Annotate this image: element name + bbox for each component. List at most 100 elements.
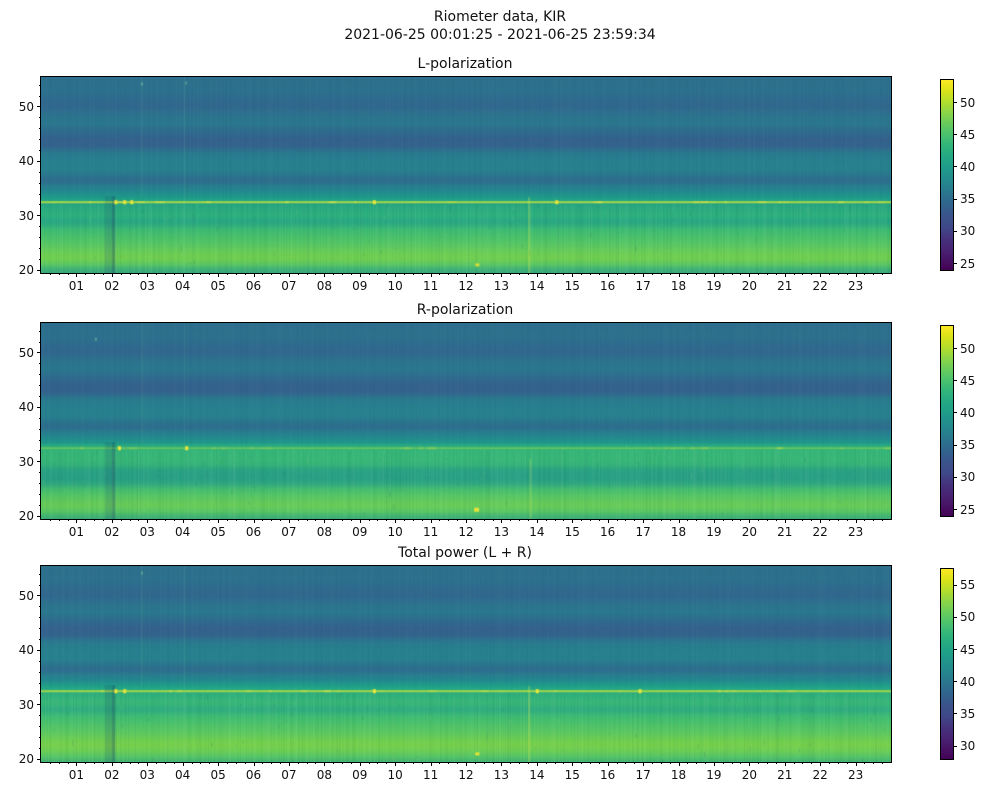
x-minor-tick [492,762,494,764]
x-major-tick [395,519,397,523]
colorbar-tick [953,476,957,478]
x-minor-tick [85,519,87,521]
y-minor-tick [39,472,41,474]
x-major-tick [572,762,574,766]
x-major-tick [820,762,822,766]
y-minor-tick [39,504,41,506]
x-minor-tick [731,762,733,764]
x-minor-tick [687,519,689,521]
x-minor-tick [545,273,547,275]
x-minor-tick [49,273,51,275]
y-minor-tick [39,639,41,640]
x-minor-tick [191,762,193,764]
y-minor-tick [39,660,41,662]
x-minor-tick [457,273,459,275]
y-minor-tick [39,428,41,430]
x-minor-tick [651,519,653,521]
x-minor-tick [67,519,69,521]
x-tick-label: 16 [600,525,616,539]
x-minor-tick [846,762,848,764]
colorbar-tick-label: 30 [960,224,976,239]
x-major-tick [466,273,467,277]
x-minor-tick [696,519,698,521]
x-minor-tick [138,273,140,275]
x-major-tick [713,762,715,766]
x-tick-label: 19 [706,768,722,782]
x-minor-tick [722,519,724,521]
x-minor-tick [102,519,104,521]
x-tick-label: 13 [493,768,510,782]
x-major-tick [182,762,184,766]
x-minor-tick [280,273,282,275]
y-minor-tick [39,374,41,376]
x-minor-tick [767,519,769,521]
y-tick-label: 30 [18,697,34,712]
x-minor-tick [297,273,299,275]
x-minor-tick [589,273,591,275]
x-major-tick [678,762,680,766]
y-minor-tick [39,682,41,684]
x-minor-tick [138,519,140,521]
x-tick-label: 21 [777,525,793,539]
x-minor-tick [767,762,769,764]
x-minor-tick [634,273,636,275]
x-minor-tick [235,762,237,764]
x-minor-tick [802,273,804,275]
x-major-tick [288,273,290,277]
x-minor-tick [589,762,591,764]
x-minor-tick [589,519,591,521]
x-major-tick [643,273,645,277]
y-minor-tick [39,182,41,184]
x-minor-tick [474,273,476,275]
x-minor-tick [882,273,884,275]
x-tick-label: 09 [352,279,368,293]
x-minor-tick [837,519,839,521]
x-major-tick [643,519,645,523]
colorbar-r-polarization: 25 30 35 40 45 50 [940,325,975,517]
x-minor-tick [58,273,60,275]
x-minor-tick [129,519,131,521]
y-major-tick [37,106,41,108]
x-minor-tick [545,762,547,764]
x-tick-label: 02 [104,279,120,293]
x-major-tick [855,519,857,523]
heatmap-panel-l-polarization: 01 02 03 04 05 06 07 08 09 10 11 12 13 14 15 16 17 18 19 20… [19,76,892,293]
x-major-tick [466,519,467,523]
heatmap-canvas-total-power [41,566,891,762]
x-tick-label: 23 [847,768,864,782]
x-major-tick [536,273,538,277]
x-minor-tick [581,273,583,275]
x-tick-label: 01 [68,768,85,782]
x-minor-tick [94,273,96,275]
x-minor-tick [368,273,370,275]
x-tick-label: 17 [635,279,651,293]
x-minor-tick [280,519,282,521]
x-tick-label: 20 [741,768,757,782]
colorbar-tick-label: 35 [960,706,976,721]
x-minor-tick [297,519,299,521]
x-minor-tick [554,273,556,275]
x-tick-label: 09 [352,768,368,782]
x-minor-tick [102,273,104,275]
x-minor-tick [67,762,69,764]
x-minor-tick [200,762,202,764]
y-minor-tick [39,226,41,228]
x-tick-label: 16 [600,279,616,293]
colorbar-tick-label: 45 [960,127,976,142]
y-minor-tick [39,606,41,608]
y-minor-tick [39,617,41,619]
x-minor-tick [660,273,662,275]
x-major-tick [324,762,326,766]
x-minor-tick [616,519,618,521]
x-tick-label: 22 [812,525,828,539]
x-minor-tick [342,762,344,764]
x-minor-tick [811,762,813,764]
x-tick-label: 15 [564,525,580,539]
y-minor-tick [39,737,41,738]
x-minor-tick [873,519,875,521]
x-tick-label: 22 [812,768,828,782]
x-tick-label: 15 [564,279,580,293]
x-major-tick [359,762,361,766]
x-minor-tick [58,519,60,521]
